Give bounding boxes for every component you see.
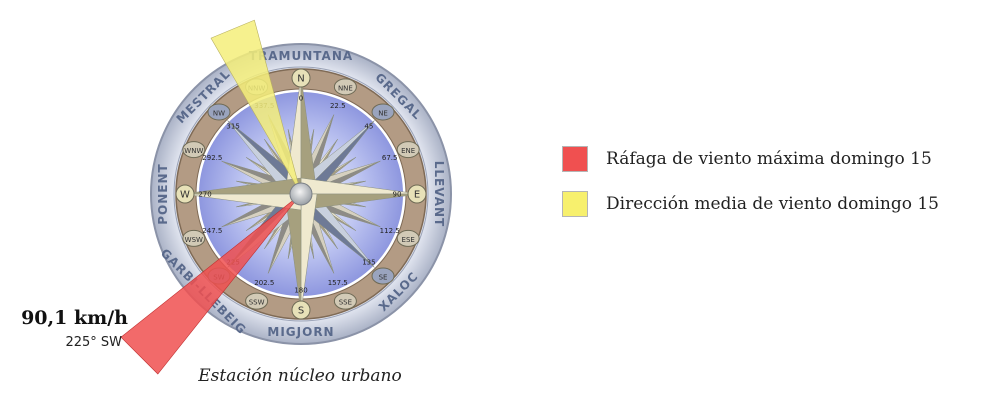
- degree-label: 22.5: [330, 102, 346, 110]
- badge-ne: NE: [371, 103, 395, 121]
- legend-label-gust: Ráfaga de viento máxima domingo 15: [606, 149, 932, 169]
- degree-label: 112.5: [380, 227, 400, 235]
- degree-label: 180: [294, 287, 307, 295]
- badge-label: NNE: [338, 84, 353, 92]
- badge-label: W: [180, 190, 190, 201]
- badge-n: N: [291, 68, 311, 88]
- badge-label: SE: [379, 274, 388, 282]
- badge-label: SSW: [249, 299, 265, 307]
- badge-se: SE: [371, 267, 395, 285]
- badge-ssw: SSW: [245, 292, 269, 310]
- badge-ese: ESE: [396, 229, 420, 247]
- badge-label: SSE: [339, 299, 352, 307]
- badge-label: E: [414, 190, 420, 201]
- degree-label: 90: [393, 191, 402, 199]
- mean-direction-swatch: [562, 191, 588, 217]
- badge-sse: SSE: [333, 292, 357, 310]
- degree-label: 247.5: [202, 227, 222, 235]
- badge-nw: NW: [207, 103, 231, 121]
- gust-value: 90,1 km/h: [21, 307, 128, 329]
- degree-label: 202.5: [254, 279, 274, 287]
- gust-direction: 225° SW: [65, 335, 122, 350]
- badge-label: S: [298, 306, 304, 317]
- badge-label: ESE: [402, 236, 415, 244]
- degree-label: 157.5: [328, 279, 348, 287]
- badge-label: ENE: [401, 147, 415, 155]
- badge-wsw: WSW: [182, 229, 206, 247]
- badge-label: N: [297, 74, 304, 85]
- badge-ene: ENE: [396, 141, 420, 159]
- badge-e: E: [407, 184, 427, 204]
- gust-wedge: [120, 193, 302, 375]
- station-caption: Estación núcleo urbano: [198, 366, 402, 386]
- mean-direction-wedge: [210, 19, 302, 195]
- badge-w: W: [175, 184, 195, 204]
- legend-item-mean-direction: Dirección media de viento domingo 15: [562, 190, 1002, 218]
- badge-label: WNW: [184, 147, 203, 155]
- degree-label: 67.5: [382, 154, 398, 162]
- wind-wedges: [120, 19, 302, 375]
- compass-hub: [289, 182, 313, 206]
- legend-item-gust: Ráfaga de viento máxima domingo 15: [562, 145, 1002, 173]
- badge-label: NW: [213, 109, 225, 117]
- badge-s: S: [291, 300, 311, 320]
- wind-name-south: MIGJORN: [267, 325, 334, 339]
- degree-label: 135: [362, 258, 375, 266]
- wind-name-north: TRAMUNTANA: [249, 49, 353, 63]
- badge-label: WSW: [185, 236, 203, 244]
- wind-name-east: LLEVANT: [432, 161, 446, 227]
- degree-label: 45: [364, 123, 373, 131]
- gust-swatch: [562, 146, 588, 172]
- wind-name-west: PONENT: [156, 163, 170, 224]
- degree-label: 0: [299, 95, 303, 103]
- legend-label-mean-direction: Dirección media de viento domingo 15: [606, 194, 940, 214]
- badge-label: NE: [378, 109, 388, 117]
- badge-wnw: WNW: [182, 141, 206, 159]
- degree-label: 292.5: [202, 154, 222, 162]
- degree-label: 315: [226, 123, 239, 131]
- degree-label: 270: [198, 191, 211, 199]
- badge-nne: NNE: [333, 78, 357, 96]
